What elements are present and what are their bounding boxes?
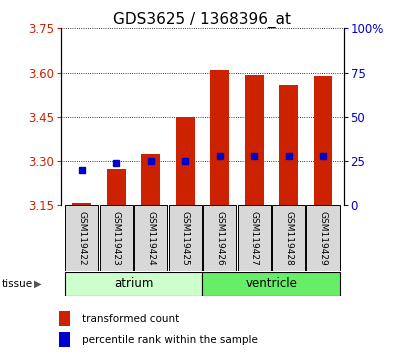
Text: GSM119425: GSM119425 [181,211,190,266]
Bar [100,205,133,271]
Text: GSM119428: GSM119428 [284,211,293,266]
Bar [176,118,195,205]
Bar [134,205,167,271]
Bar [203,205,236,271]
Bar [65,205,98,271]
Text: tissue: tissue [2,279,33,289]
Text: ventricle: ventricle [245,277,297,290]
Bar [272,205,305,271]
Bar [202,272,340,296]
Bar [169,205,202,271]
Bar [279,85,298,205]
Text: GSM119426: GSM119426 [215,211,224,266]
Bar [314,76,333,205]
Bar [141,154,160,205]
Bar [107,169,126,205]
Text: GSM119429: GSM119429 [318,211,327,266]
Text: atrium: atrium [114,277,153,290]
Text: GSM119427: GSM119427 [250,211,259,266]
Bar [237,205,271,271]
Text: transformed count: transformed count [82,314,179,324]
Bar [59,332,70,347]
Text: GSM119424: GSM119424 [146,211,155,266]
Bar [307,205,340,271]
Bar [245,75,263,205]
Text: ▶: ▶ [34,279,41,289]
Bar [72,203,91,205]
Text: GSM119423: GSM119423 [112,211,121,266]
Bar [59,311,70,326]
Title: GDS3625 / 1368396_at: GDS3625 / 1368396_at [113,12,292,28]
Bar [210,70,229,205]
Text: GSM119422: GSM119422 [77,211,87,266]
Bar [65,272,202,296]
Text: percentile rank within the sample: percentile rank within the sample [82,335,258,345]
